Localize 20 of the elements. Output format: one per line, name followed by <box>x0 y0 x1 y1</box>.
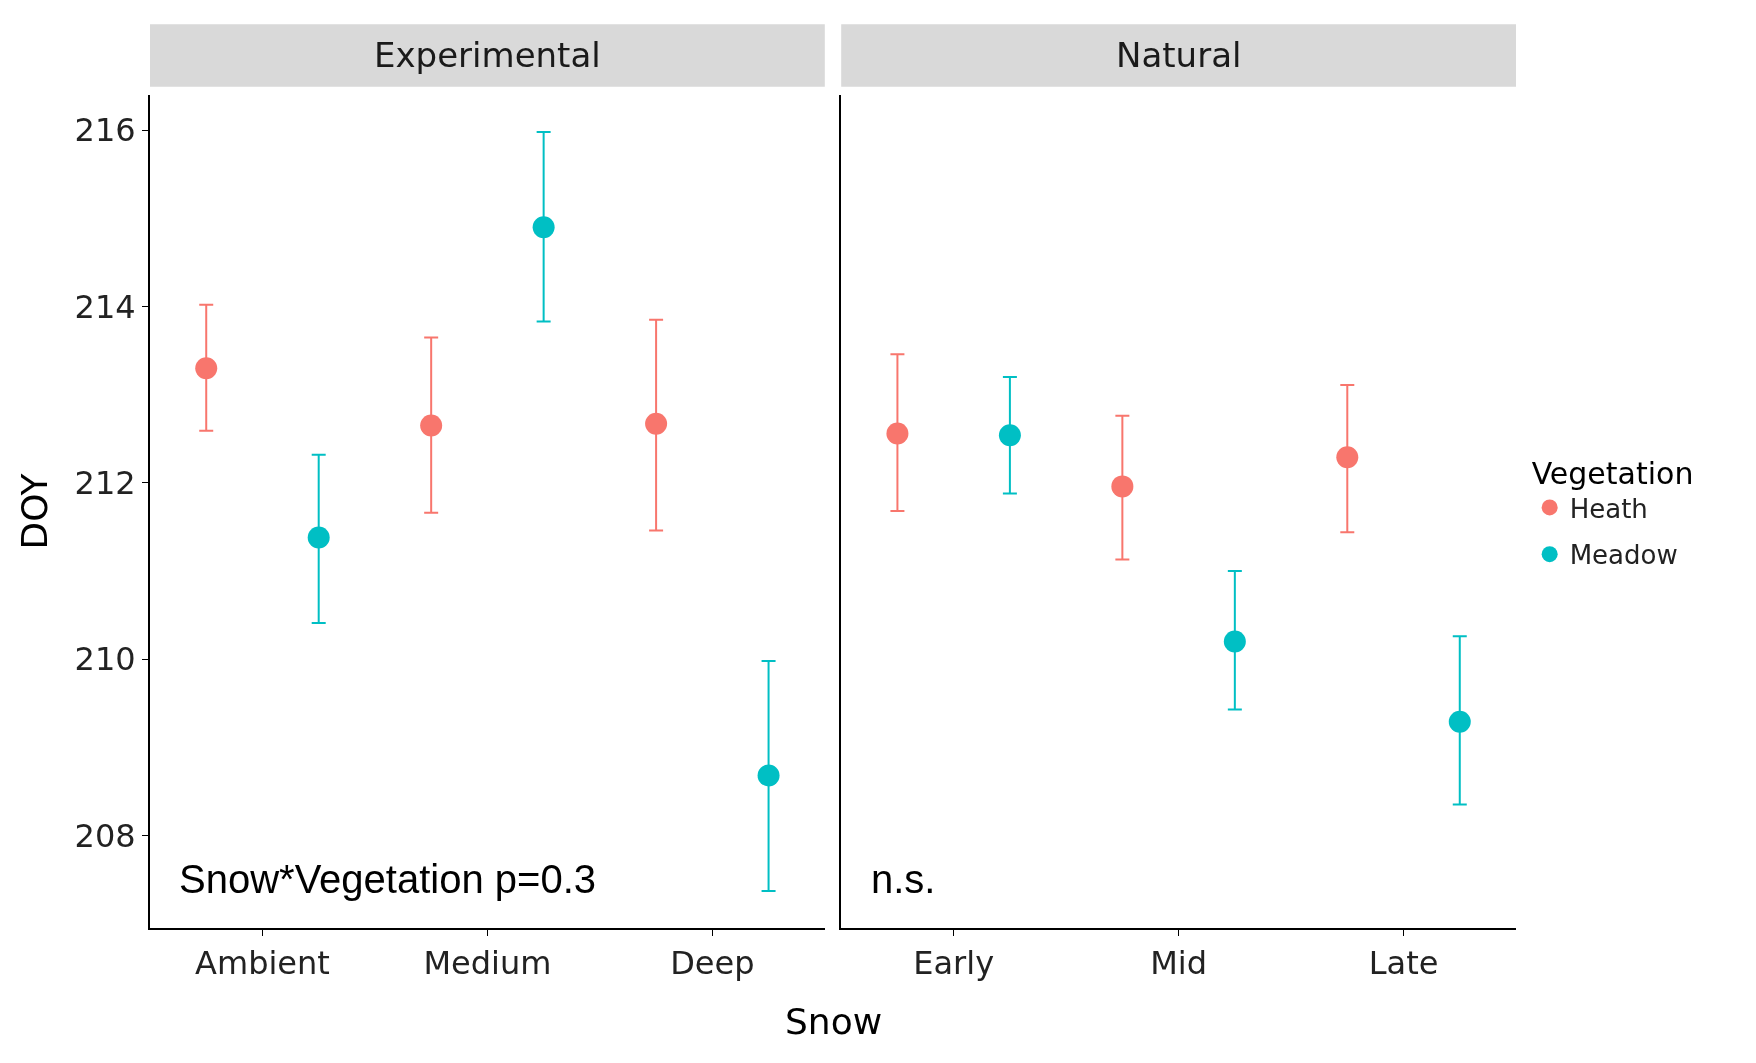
x-tick-label: Medium <box>423 944 552 983</box>
y-tick-label: 216 <box>74 111 136 150</box>
x-axis-title: Snow <box>785 1001 883 1042</box>
chart-title: Experimental <box>374 35 601 75</box>
y-tick-label: 210 <box>74 640 136 679</box>
x-tick-label: Early <box>913 944 995 983</box>
y-axis-title: DOY <box>13 472 55 550</box>
legend-label: Heath <box>1569 493 1648 524</box>
chart-title: Natural <box>1116 35 1242 75</box>
x-tick-label: Mid <box>1150 944 1207 983</box>
x-tick-label: Deep <box>670 944 755 983</box>
y-tick-label: 212 <box>74 464 136 503</box>
x-tick-label: Ambient <box>195 944 330 983</box>
x-tick-label: Late <box>1368 944 1439 983</box>
y-tick-label: 214 <box>74 287 136 326</box>
y-tick-label: 208 <box>74 816 136 855</box>
annotation: n.s. <box>871 857 936 901</box>
annotation: Snow*Vegetation p=0.3 <box>179 857 597 901</box>
legend-title: Vegetation <box>1531 456 1694 491</box>
legend-label: Meadow <box>1569 540 1678 571</box>
